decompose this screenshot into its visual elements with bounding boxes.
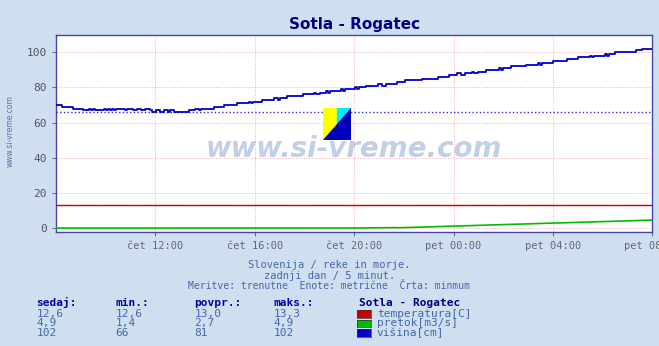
Bar — [323, 108, 337, 140]
Text: višina[cm]: višina[cm] — [377, 327, 444, 338]
Text: 12,6: 12,6 — [115, 309, 142, 319]
Text: zadnji dan / 5 minut.: zadnji dan / 5 minut. — [264, 271, 395, 281]
Text: 4,9: 4,9 — [36, 318, 57, 328]
Title: Sotla - Rogatec: Sotla - Rogatec — [289, 17, 420, 32]
Text: 13,0: 13,0 — [194, 309, 221, 319]
Text: 12,6: 12,6 — [36, 309, 63, 319]
Text: 102: 102 — [36, 328, 57, 338]
Polygon shape — [323, 108, 351, 140]
Text: Meritve: trenutne  Enote: metrične  Črta: minmum: Meritve: trenutne Enote: metrične Črta: … — [188, 281, 471, 291]
Text: 66: 66 — [115, 328, 129, 338]
Text: 4,9: 4,9 — [273, 318, 294, 328]
Text: 2,7: 2,7 — [194, 318, 215, 328]
Text: 13,3: 13,3 — [273, 309, 301, 319]
Text: 1,4: 1,4 — [115, 318, 136, 328]
Text: pretok[m3/s]: pretok[m3/s] — [377, 318, 458, 328]
Text: 81: 81 — [194, 328, 208, 338]
Text: www.si-vreme.com: www.si-vreme.com — [5, 95, 14, 167]
Text: sedaj:: sedaj: — [36, 297, 76, 308]
Text: www.si-vreme.com: www.si-vreme.com — [206, 135, 502, 163]
Text: min.:: min.: — [115, 298, 149, 308]
Text: temperatura[C]: temperatura[C] — [377, 309, 471, 319]
Text: 102: 102 — [273, 328, 294, 338]
Text: Sotla - Rogatec: Sotla - Rogatec — [359, 298, 461, 308]
Bar — [337, 108, 351, 140]
Text: Slovenija / reke in morje.: Slovenija / reke in morje. — [248, 260, 411, 270]
Text: povpr.:: povpr.: — [194, 298, 242, 308]
Text: maks.:: maks.: — [273, 298, 314, 308]
